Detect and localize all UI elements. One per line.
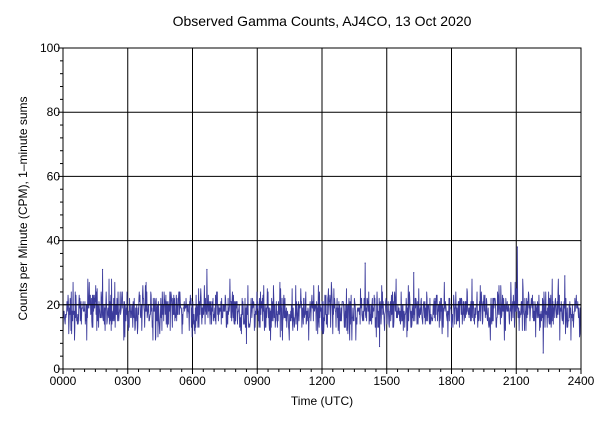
x-tick-label: 0900 [244,374,271,388]
y-tick-label: 100 [40,41,60,55]
series-point [245,342,248,344]
x-tick-label: 0000 [50,374,77,388]
series-point [364,262,366,264]
x-tick-label: 1800 [438,374,465,388]
y-tick-label: 0 [53,362,60,376]
grid [63,48,581,369]
series-point [542,352,544,354]
series-point [101,268,104,271]
series-point [206,268,208,271]
x-tick-label: 1500 [373,374,400,388]
x-tick-label: 0600 [179,374,206,388]
y-tick-label: 80 [47,105,61,119]
x-tick-label: 2400 [568,374,595,388]
y-axis-label: Counts per Minute (CPM), 1–minute sums [16,96,30,320]
x-tick-label: 0300 [114,374,141,388]
chart-title: Observed Gamma Counts, AJ4CO, 13 Oct 202… [173,13,472,29]
x-tick-label: 2100 [503,374,530,388]
series-point [516,246,518,248]
y-tick-label: 20 [47,298,61,312]
series-point [413,272,415,274]
series-layer [62,246,582,354]
x-tick-label: 1200 [309,374,336,388]
series-point [378,345,381,348]
x-axis-label: Time (UTC) [291,394,353,408]
series-line [62,246,582,354]
y-tick-label: 60 [47,169,61,183]
y-tick-label: 40 [47,234,61,248]
series-point [564,275,566,277]
axis-ticks: 0000 0300 0600 0900 1200 1500 1800 2100 2400 0 20 4… [40,41,595,388]
